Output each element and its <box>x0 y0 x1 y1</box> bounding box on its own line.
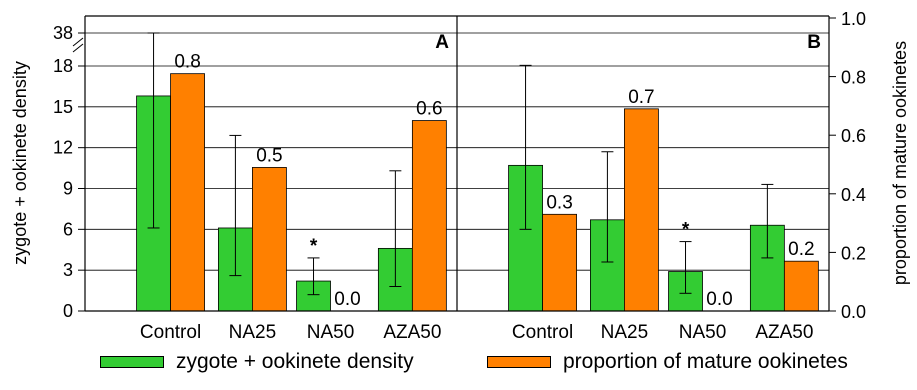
legend-label-density: zygote + ookinete density <box>176 350 414 373</box>
bar-proportion <box>170 73 205 312</box>
data-label-proportion: 0.7 <box>628 87 654 108</box>
data-label-proportion: 0.5 <box>256 145 282 166</box>
y-left-tick-label: 0 <box>63 301 73 321</box>
x-category-label: AZA50 <box>755 322 813 340</box>
y-right-tick-label: 0.0 <box>841 302 866 322</box>
y-right-tick-label: 1.0 <box>841 9 866 29</box>
y-right-tick-label: 0.4 <box>841 185 866 205</box>
legend-swatch-proportion <box>487 356 551 368</box>
legend: zygote + ookinete density proportion of … <box>0 340 917 384</box>
panel-label: B <box>807 32 821 53</box>
y-left-tick-label: 6 <box>63 219 73 239</box>
y-left-tick-label: 9 <box>63 179 73 199</box>
axis-break-mark <box>72 37 84 47</box>
x-category-label: Control <box>512 322 573 340</box>
bar-proportion <box>783 260 819 312</box>
x-category-label: NA25 <box>601 322 649 340</box>
legend-item-density: zygote + ookinete density <box>100 348 414 376</box>
data-label-proportion: 0.6 <box>416 99 442 120</box>
y-left-tick-label: 18 <box>53 56 73 76</box>
axis-break-gap <box>73 40 89 48</box>
bar-proportion <box>542 213 577 312</box>
significance-marker: * <box>682 220 690 241</box>
y-left-tick-label: 12 <box>53 138 73 158</box>
x-category-label: AZA50 <box>383 322 441 340</box>
y-right-axis-title: proportion of mature ookinetes <box>890 41 910 285</box>
y-left-axis-title: zygote + ookinete density <box>10 61 30 265</box>
panel-label: A <box>435 32 449 53</box>
x-category-label: NA50 <box>307 322 355 340</box>
x-category-label: Control <box>140 322 201 340</box>
chart: 0 3 6 9 12 15 18 38 0.0 0.2 0.4 0.6 0.8 1.0 0.8 Control… <box>10 9 910 340</box>
bar-proportion <box>411 120 447 312</box>
bar-proportion <box>251 167 287 312</box>
legend-label-proportion: proportion of mature ookinetes <box>563 350 848 373</box>
x-category-label: NA25 <box>229 322 277 340</box>
y-right-tick-label: 0.2 <box>841 243 866 263</box>
bar-proportion <box>624 108 659 312</box>
significance-marker: * <box>310 236 318 257</box>
data-label-proportion: 0.0 <box>334 289 360 310</box>
data-label-proportion: 0.8 <box>174 52 200 73</box>
y-left-tick-label: 15 <box>53 97 73 117</box>
data-label-proportion: 0.0 <box>706 289 732 310</box>
y-right-tick-label: 0.8 <box>841 68 866 88</box>
legend-item-proportion: proportion of mature ookinetes <box>487 348 848 376</box>
legend-swatch-density <box>100 356 164 368</box>
data-label-proportion: 0.3 <box>546 192 572 213</box>
y-right-tick-label: 0.6 <box>841 126 866 146</box>
y-left-tick-label: 38 <box>53 23 73 43</box>
axis-break-mark <box>72 43 84 53</box>
y-left-tick-label: 3 <box>63 260 73 280</box>
x-category-label: NA50 <box>679 322 727 340</box>
data-label-proportion: 0.2 <box>788 239 814 260</box>
